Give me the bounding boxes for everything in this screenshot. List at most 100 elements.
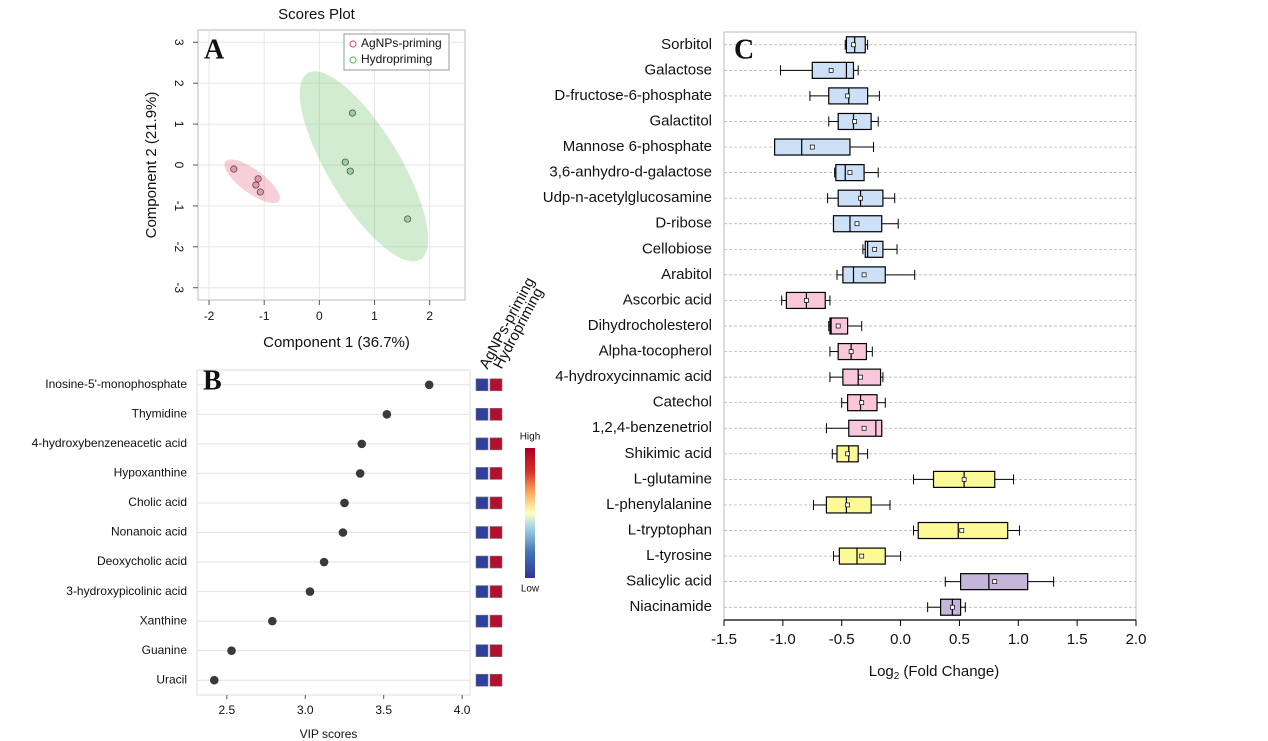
category-label: Galactitol — [649, 112, 712, 129]
heatmap-cell — [475, 496, 489, 510]
x-tick-label: 0.0 — [890, 631, 911, 648]
heatmap-cell — [489, 644, 503, 657]
heatmap-cell — [475, 526, 489, 539]
panel-label: B — [203, 365, 222, 396]
x-tick-label: 2.5 — [218, 703, 235, 717]
legend-marker — [349, 40, 357, 48]
category-label: Alpha-tocopherol — [599, 343, 712, 360]
x-axis-label: Component 1 (36.7%) — [263, 334, 410, 351]
x-axis-label: Log2 (Fold Change) — [869, 663, 999, 682]
vip-dot — [382, 410, 392, 419]
data-point — [254, 175, 262, 183]
category-label: 3-hydroxypicolinic acid — [66, 584, 187, 598]
heatmap-cell — [475, 555, 489, 569]
vip-dot — [355, 469, 365, 478]
heatmap-cell — [475, 437, 489, 451]
y-tick-label: -3 — [172, 282, 186, 293]
mean-marker — [859, 553, 865, 559]
x-tick-label: -1 — [259, 309, 270, 323]
heatmap-cell — [489, 437, 503, 451]
mean-marker — [861, 425, 867, 431]
category-label: Cholic acid — [128, 495, 187, 509]
colorbar-low: Low — [521, 584, 540, 595]
category-label: Catechol — [653, 394, 712, 411]
mean-marker — [859, 400, 865, 406]
category-label: Mannose 6-phosphate — [563, 138, 712, 155]
category-label: Cellobiose — [642, 240, 712, 257]
heatmap-cell — [489, 614, 503, 628]
y-tick-label: 1 — [172, 121, 186, 128]
category-label: Salicylic acid — [626, 573, 712, 590]
vip-dot — [340, 498, 349, 508]
mean-marker — [804, 298, 809, 303]
x-axis-label-subscript: 2 — [894, 671, 900, 682]
panel-label: A — [204, 34, 225, 65]
confidence-ellipse — [224, 159, 280, 204]
mean-marker — [961, 477, 967, 482]
category-label: Sorbitol — [661, 36, 712, 53]
category-label: Udp-n-acetylglucosamine — [543, 189, 712, 206]
y-tick-label: -1 — [172, 201, 186, 212]
mean-marker — [848, 349, 854, 354]
panel-label: C — [734, 34, 754, 65]
legend-marker — [349, 56, 357, 64]
category-label: L-glutamine — [634, 470, 712, 487]
x-tick-label: -0.5 — [829, 631, 855, 648]
x-tick-label: -1.0 — [770, 631, 796, 648]
vip-dot — [209, 675, 219, 685]
category-label: 3,6-anhydro-d-galactose — [549, 164, 712, 181]
legend-label: Hydropriming — [361, 52, 432, 66]
mean-marker — [835, 323, 841, 329]
colorbar-high: High — [520, 432, 541, 443]
mean-marker — [809, 144, 815, 150]
category-label: Inosine-5'-monophosphate — [45, 377, 187, 391]
category-label: Niacinamide — [629, 598, 712, 615]
mean-marker — [851, 42, 856, 48]
mean-marker — [828, 67, 834, 73]
heatmap-cell — [475, 614, 489, 628]
mean-marker — [959, 528, 965, 533]
category-label: Thymidine — [132, 406, 188, 420]
category-label: Guanine — [142, 643, 188, 657]
x-axis-label-rest: (Fold Change) — [903, 663, 999, 680]
y-axis-label: Component 2 (21.9%) — [143, 92, 160, 239]
vip-dot — [305, 587, 315, 596]
heatmap-cell — [489, 585, 503, 598]
vip-dot — [338, 528, 348, 537]
x-tick-label: -2 — [204, 309, 215, 323]
y-tick-label: 0 — [172, 162, 186, 169]
x-tick-label: -1.5 — [711, 631, 737, 648]
colorbar — [525, 448, 535, 578]
vip-dot — [319, 557, 329, 567]
x-tick-label: 0 — [316, 309, 323, 323]
heatmap-cell — [489, 378, 503, 392]
mean-marker — [852, 119, 858, 124]
vip-dot — [424, 380, 434, 390]
x-tick-label: 3.5 — [375, 703, 392, 717]
vip-dot — [268, 616, 277, 626]
heatmap-cell — [489, 526, 503, 539]
legend-box — [343, 33, 450, 71]
x-axis-label: VIP scores — [300, 727, 358, 741]
x-tick-label: 0.5 — [949, 631, 970, 648]
mean-marker — [845, 93, 850, 99]
category-label: Uracil — [156, 672, 187, 686]
data-point — [404, 215, 412, 223]
mean-marker — [854, 221, 860, 227]
x-tick-label: 1.5 — [1067, 631, 1088, 648]
mean-marker — [847, 170, 853, 175]
heatmap-cell — [489, 496, 503, 510]
heatmap-cell — [489, 408, 503, 421]
x-tick-label: 3.0 — [297, 703, 314, 717]
category-label: Hypoxanthine — [114, 466, 188, 480]
data-point — [230, 165, 238, 173]
mean-marker — [992, 579, 998, 585]
category-label: Galactose — [644, 61, 712, 78]
heatmap-cell — [475, 467, 489, 480]
mean-marker — [950, 604, 955, 610]
vip-dot — [357, 439, 367, 449]
mean-marker — [858, 374, 863, 380]
category-label: L-phenylalanine — [606, 496, 712, 513]
category-label: Xanthine — [140, 613, 188, 627]
x-tick-label: 1 — [371, 309, 378, 323]
